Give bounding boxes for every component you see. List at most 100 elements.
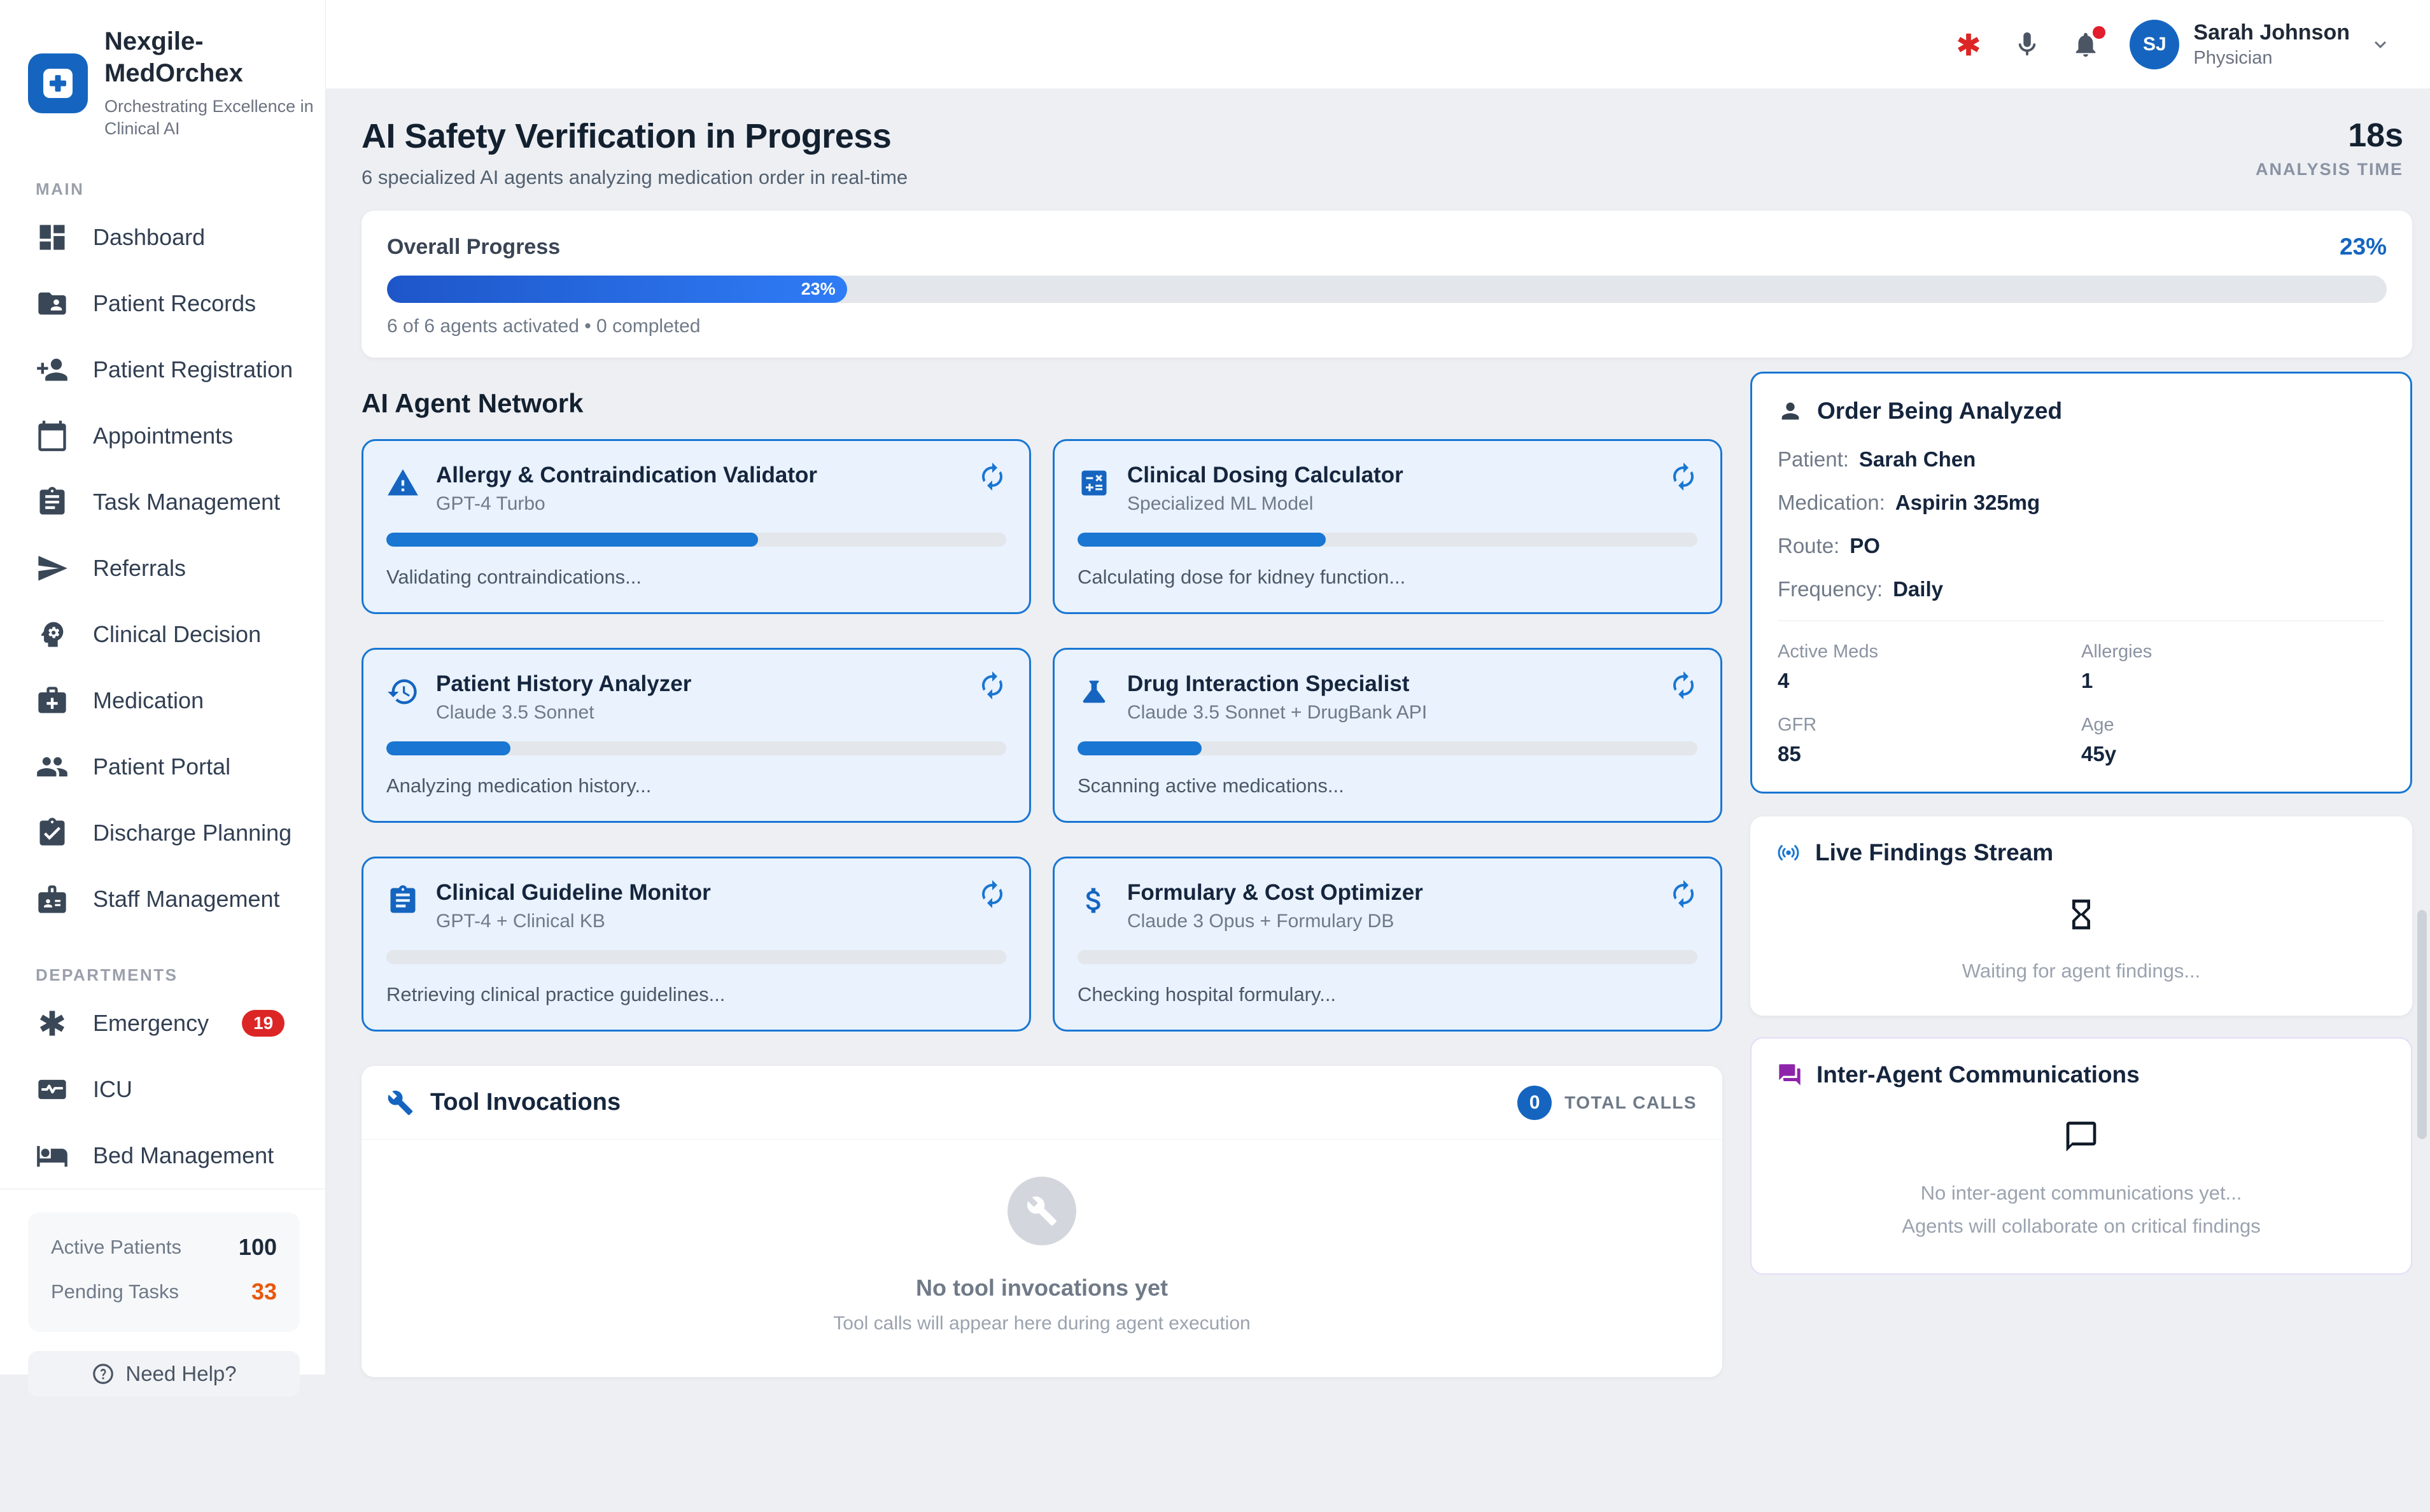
- sidebar-item-label: Patient Portal: [93, 753, 231, 780]
- user-info: Sarah Johnson Physician: [2193, 20, 2350, 69]
- sync-icon: [982, 463, 1002, 491]
- sidebar-bottom: Active Patients 100 Pending Tasks 33 Need H…: [0, 1189, 325, 1397]
- overall-progress-fill: 23%: [387, 276, 847, 303]
- agent-progress-fill: [386, 533, 759, 547]
- page-head-left: AI Safety Verification in Progress 6 spe…: [362, 116, 908, 189]
- scrollbar-thumb[interactable]: [2417, 910, 2427, 1139]
- order-stat-value: 4: [1778, 669, 1790, 692]
- emergency-button[interactable]: [1954, 30, 1983, 59]
- sidebar-item-bed-management[interactable]: Bed Management: [28, 1123, 300, 1189]
- chat-bubble-icon: [2066, 1121, 2096, 1152]
- agent-status: Validating contraindications...: [386, 566, 642, 588]
- sidebar-item-label: Referrals: [93, 555, 186, 582]
- live-findings-empty-text: Waiting for agent findings...: [1962, 960, 2201, 982]
- emergency-icon: [39, 1011, 65, 1036]
- sidebar-item-task-management[interactable]: Task Management: [28, 469, 300, 535]
- stat-label: Pending Tasks: [51, 1280, 179, 1303]
- calculator-icon: [1081, 470, 1107, 496]
- tool-invocations-card: Tool Invocations 0 TOTAL CALLS No to: [362, 1066, 1722, 1377]
- sidebar-item-staff-management[interactable]: Staff Management: [28, 866, 300, 932]
- order-stat-value: 45y: [2081, 742, 2117, 766]
- agent-card-formulary-cost-optimizer: Formulary & Cost Optimizer Claude 3 Opus …: [1053, 857, 1722, 1032]
- order-field-value: Sarah Chen: [1858, 447, 1976, 471]
- order-stat-value: 85: [1778, 742, 1801, 766]
- agent-texts: Patient History Analyzer Claude 3.5 Sonne…: [436, 671, 691, 724]
- sidebar-item-icu[interactable]: ICU: [28, 1056, 300, 1123]
- agent-progress-bar: [386, 950, 1006, 964]
- order-field-value: PO: [1850, 534, 1880, 557]
- sidebar-item-patient-records[interactable]: Patient Records: [28, 270, 300, 337]
- order-stat-gfr: GFR 85: [1778, 715, 2081, 766]
- sidebar-item-emergency[interactable]: Emergency 19: [28, 990, 300, 1056]
- need-help-button[interactable]: Need Help?: [28, 1351, 300, 1397]
- notification-dot: [2093, 25, 2106, 39]
- order-field-value: Daily: [1893, 577, 1943, 601]
- bed-icon: [37, 1146, 67, 1167]
- avatar: SJ: [2130, 19, 2180, 69]
- dollar-icon: [1086, 888, 1100, 913]
- agent-card-patient-history-analyzer: Patient History Analyzer Claude 3.5 Sonne…: [362, 648, 1031, 823]
- order-stat-value: 1: [2081, 669, 2093, 692]
- sidebar-item-appointments[interactable]: Appointments: [28, 403, 300, 469]
- agent-card-clinical-dosing-calculator: Clinical Dosing Calculator Specialized ML…: [1053, 439, 1722, 614]
- order-field-label: Route:: [1778, 534, 1840, 557]
- analysis-time-block: 18s ANALYSIS TIME: [2256, 116, 2403, 179]
- order-stat-label: Age: [2081, 715, 2114, 735]
- user-menu[interactable]: SJ Sarah Johnson Physician: [2130, 19, 2392, 69]
- tool-invocations-header: Tool Invocations 0 TOTAL CALLS: [362, 1066, 1722, 1140]
- agent-model: Specialized ML Model: [1127, 493, 1314, 514]
- order-stat-label: Allergies: [2081, 641, 2153, 662]
- order-stat-allergies: Allergies 1: [2081, 641, 2385, 693]
- live-findings-header: Live Findings Stream: [1776, 839, 2387, 866]
- agent-card-header: Clinical Guideline Monitor GPT-4 + Clinic…: [386, 880, 1006, 932]
- order-field-route: Route: PO: [1778, 534, 2385, 558]
- empty-wrench-circle: [1008, 1177, 1076, 1245]
- agent-name: Clinical Guideline Monitor: [436, 880, 711, 905]
- agent-status: Analyzing medication history...: [386, 774, 652, 797]
- sidebar-item-dashboard[interactable]: Dashboard: [28, 204, 300, 270]
- analysis-time-value: 18s: [2348, 117, 2403, 154]
- flask-icon: [1083, 680, 1106, 703]
- inter-agent-empty-text2: Agents will collaborate on critical find…: [1902, 1215, 2261, 1237]
- order-stat-age: Age 45y: [2081, 715, 2385, 766]
- order-stat-label: Active Meds: [1778, 641, 1878, 662]
- total-calls-label: TOTAL CALLS: [1564, 1092, 1697, 1112]
- clipboard-icon: [39, 487, 65, 515]
- sync-icon: [1673, 463, 1694, 491]
- sidebar-item-label: Discharge Planning: [93, 820, 292, 846]
- sidebar-item-discharge-planning[interactable]: Discharge Planning: [28, 800, 300, 866]
- calendar-icon: [38, 421, 66, 452]
- wrench-icon: [1027, 1196, 1057, 1226]
- order-fields: Patient: Sarah Chen Medication: Aspirin 325…: [1778, 447, 2385, 601]
- tool-invocations-title: Tool Invocations: [430, 1089, 621, 1116]
- dashboard-icon: [39, 225, 65, 250]
- notifications-button[interactable]: [2071, 25, 2106, 59]
- agent-progress-bar: [1078, 533, 1697, 547]
- user-role: Physician: [2193, 47, 2273, 68]
- bell-icon: [2076, 32, 2096, 57]
- stat-value: 100: [238, 1234, 277, 1261]
- sidebar-item-patient-registration[interactable]: Patient Registration: [28, 337, 300, 403]
- sidebar-item-medication[interactable]: Medication: [28, 668, 300, 734]
- need-help-label: Need Help?: [125, 1362, 237, 1386]
- agent-model: Claude 3 Opus + Formulary DB: [1127, 911, 1394, 932]
- sidebar-item-referrals[interactable]: Referrals: [28, 535, 300, 601]
- mic-icon: [2019, 32, 2036, 55]
- sidebar-item-label: Patient Records: [93, 290, 256, 317]
- sidebar-item-patient-portal[interactable]: Patient Portal: [28, 734, 300, 800]
- agent-card-header: Clinical Dosing Calculator Specialized ML…: [1078, 463, 1697, 515]
- sync-icon: [982, 880, 1002, 908]
- agent-model: GPT-4 Turbo: [436, 493, 545, 514]
- voice-input-button[interactable]: [2012, 30, 2042, 59]
- agent-card-drug-interaction-specialist: Drug Interaction Specialist Claude 3.5 So…: [1053, 648, 1722, 823]
- left-column: AI Agent Network Allergy & Contraindicat…: [362, 372, 1722, 1377]
- sidebar-item-label: Appointments: [93, 423, 234, 449]
- warning-icon: [388, 469, 418, 496]
- wrench-icon: [388, 1090, 413, 1115]
- sidebar-item-label: Patient Registration: [93, 356, 293, 383]
- agent-network-heading: AI Agent Network: [362, 388, 584, 418]
- agent-card-header: Drug Interaction Specialist Claude 3.5 So…: [1078, 671, 1697, 724]
- history-icon: [388, 679, 417, 704]
- sidebar-item-clinical-decision[interactable]: Clinical Decision: [28, 601, 300, 668]
- agent-progress-bar: [1078, 950, 1697, 964]
